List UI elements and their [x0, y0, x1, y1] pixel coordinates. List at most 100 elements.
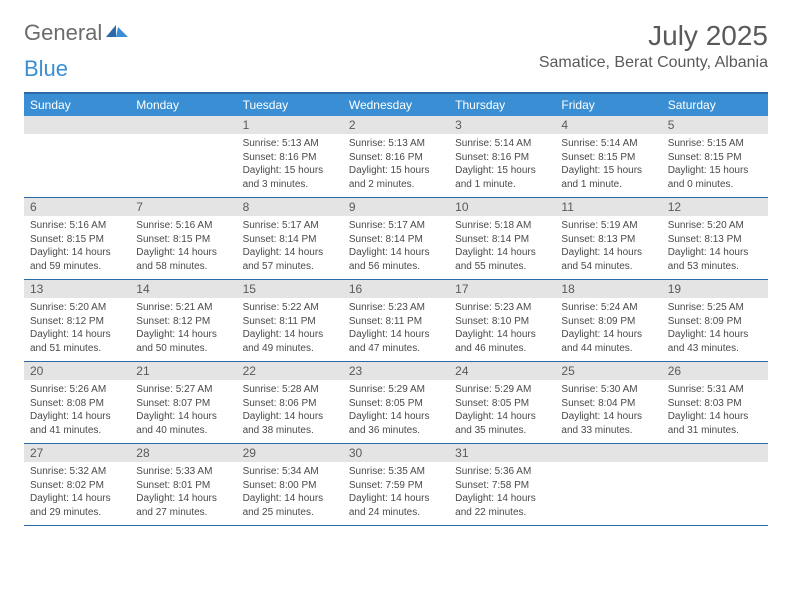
day-body: Sunrise: 5:22 AMSunset: 8:11 PMDaylight:… — [237, 298, 343, 361]
week-row: 6Sunrise: 5:16 AMSunset: 8:15 PMDaylight… — [24, 198, 768, 280]
day-cell: 23Sunrise: 5:29 AMSunset: 8:05 PMDayligh… — [343, 362, 449, 443]
sunrise-text: Sunrise: 5:14 AM — [455, 137, 549, 151]
sunset-text: Sunset: 8:14 PM — [349, 233, 443, 247]
sunrise-text: Sunrise: 5:28 AM — [243, 383, 337, 397]
day-body: Sunrise: 5:30 AMSunset: 8:04 PMDaylight:… — [555, 380, 661, 443]
day-cell: 28Sunrise: 5:33 AMSunset: 8:01 PMDayligh… — [130, 444, 236, 525]
day-body: Sunrise: 5:24 AMSunset: 8:09 PMDaylight:… — [555, 298, 661, 361]
sunset-text: Sunset: 8:08 PM — [30, 397, 124, 411]
day-number: 13 — [24, 280, 130, 298]
logo-text-general: General — [24, 20, 102, 46]
sunrise-text: Sunrise: 5:33 AM — [136, 465, 230, 479]
day-cell: 18Sunrise: 5:24 AMSunset: 8:09 PMDayligh… — [555, 280, 661, 361]
day-body: Sunrise: 5:20 AMSunset: 8:13 PMDaylight:… — [662, 216, 768, 279]
sunrise-text: Sunrise: 5:22 AM — [243, 301, 337, 315]
daylight-text: Daylight: 14 hours and 58 minutes. — [136, 246, 230, 273]
sunset-text: Sunset: 8:15 PM — [561, 151, 655, 165]
week-row: 13Sunrise: 5:20 AMSunset: 8:12 PMDayligh… — [24, 280, 768, 362]
day-number: 23 — [343, 362, 449, 380]
week-row: 1 Sunrise: 5:13 AM Sunset: 8:16 PM Daylight… — [24, 116, 768, 198]
sunset-text: Sunset: 8:16 PM — [349, 151, 443, 165]
sunrise-text: Sunrise: 5:31 AM — [668, 383, 762, 397]
daylight-text: Daylight: 14 hours and 35 minutes. — [455, 410, 549, 437]
day-number: 26 — [662, 362, 768, 380]
day-cell: 31Sunrise: 5:36 AMSunset: 7:58 PMDayligh… — [449, 444, 555, 525]
sunset-text: Sunset: 8:02 PM — [30, 479, 124, 493]
sunset-text: Sunset: 7:58 PM — [455, 479, 549, 493]
sunrise-text: Sunrise: 5:21 AM — [136, 301, 230, 315]
day-body: Sunrise: 5:31 AMSunset: 8:03 PMDaylight:… — [662, 380, 768, 443]
day-body: Sunrise: 5:23 AMSunset: 8:11 PMDaylight:… — [343, 298, 449, 361]
location: Samatice, Berat County, Albania — [539, 54, 768, 72]
sunrise-text: Sunrise: 5:34 AM — [243, 465, 337, 479]
sunrise-text: Sunrise: 5:16 AM — [136, 219, 230, 233]
weekday-tue: Tuesday — [237, 94, 343, 116]
daylight-text: Daylight: 14 hours and 31 minutes. — [668, 410, 762, 437]
day-number: 17 — [449, 280, 555, 298]
weekday-sat: Saturday — [662, 94, 768, 116]
day-body: Sunrise: 5:29 AMSunset: 8:05 PMDaylight:… — [343, 380, 449, 443]
day-number: 20 — [24, 362, 130, 380]
daylight-text: Daylight: 14 hours and 36 minutes. — [349, 410, 443, 437]
month-title: July 2025 — [539, 20, 768, 52]
day-body: Sunrise: 5:16 AMSunset: 8:15 PMDaylight:… — [130, 216, 236, 279]
day-cell: 15Sunrise: 5:22 AMSunset: 8:11 PMDayligh… — [237, 280, 343, 361]
sunset-text: Sunset: 8:11 PM — [349, 315, 443, 329]
day-number: 19 — [662, 280, 768, 298]
day-number: 1 — [237, 116, 343, 134]
sunrise-text: Sunrise: 5:18 AM — [455, 219, 549, 233]
daylight-text: Daylight: 14 hours and 25 minutes. — [243, 492, 337, 519]
day-cell: 22Sunrise: 5:28 AMSunset: 8:06 PMDayligh… — [237, 362, 343, 443]
day-body: Sunrise: 5:32 AMSunset: 8:02 PMDaylight:… — [24, 462, 130, 525]
daylight-text: Daylight: 15 hours and 3 minutes. — [243, 164, 337, 191]
day-number: 4 — [555, 116, 661, 134]
sunset-text: Sunset: 8:16 PM — [455, 151, 549, 165]
sunset-text: Sunset: 8:15 PM — [668, 151, 762, 165]
sunset-text: Sunset: 8:09 PM — [561, 315, 655, 329]
day-cell: 7Sunrise: 5:16 AMSunset: 8:15 PMDaylight… — [130, 198, 236, 279]
day-body: Sunrise: 5:33 AMSunset: 8:01 PMDaylight:… — [130, 462, 236, 525]
logo-text-blue: Blue — [24, 56, 68, 82]
daylight-text: Daylight: 14 hours and 29 minutes. — [30, 492, 124, 519]
day-number: 16 — [343, 280, 449, 298]
day-body: Sunrise: 5:16 AMSunset: 8:15 PMDaylight:… — [24, 216, 130, 279]
sunset-text: Sunset: 8:15 PM — [30, 233, 124, 247]
sunset-text: Sunset: 8:05 PM — [455, 397, 549, 411]
sunrise-text: Sunrise: 5:29 AM — [349, 383, 443, 397]
sunrise-text: Sunrise: 5:13 AM — [243, 137, 337, 151]
sunrise-text: Sunrise: 5:20 AM — [30, 301, 124, 315]
daylight-text: Daylight: 14 hours and 51 minutes. — [30, 328, 124, 355]
day-number: 24 — [449, 362, 555, 380]
day-body: Sunrise: 5:19 AMSunset: 8:13 PMDaylight:… — [555, 216, 661, 279]
day-body: Sunrise: 5:25 AMSunset: 8:09 PMDaylight:… — [662, 298, 768, 361]
daylight-text: Daylight: 14 hours and 53 minutes. — [668, 246, 762, 273]
day-cell: 25Sunrise: 5:30 AMSunset: 8:04 PMDayligh… — [555, 362, 661, 443]
day-body: Sunrise: 5:27 AMSunset: 8:07 PMDaylight:… — [130, 380, 236, 443]
daylight-text: Daylight: 14 hours and 49 minutes. — [243, 328, 337, 355]
week-row: 27Sunrise: 5:32 AMSunset: 8:02 PMDayligh… — [24, 444, 768, 526]
sunrise-text: Sunrise: 5:23 AM — [349, 301, 443, 315]
day-cell: 12Sunrise: 5:20 AMSunset: 8:13 PMDayligh… — [662, 198, 768, 279]
sunrise-text: Sunrise: 5:16 AM — [30, 219, 124, 233]
day-number: 22 — [237, 362, 343, 380]
daylight-text: Daylight: 14 hours and 27 minutes. — [136, 492, 230, 519]
sunrise-text: Sunrise: 5:17 AM — [349, 219, 443, 233]
daylight-text: Daylight: 14 hours and 44 minutes. — [561, 328, 655, 355]
day-cell: 16Sunrise: 5:23 AMSunset: 8:11 PMDayligh… — [343, 280, 449, 361]
sunrise-text: Sunrise: 5:17 AM — [243, 219, 337, 233]
day-body: Sunrise: 5:28 AMSunset: 8:06 PMDaylight:… — [237, 380, 343, 443]
day-number: 14 — [130, 280, 236, 298]
day-number — [24, 116, 130, 134]
day-cell: 24Sunrise: 5:29 AMSunset: 8:05 PMDayligh… — [449, 362, 555, 443]
sunrise-text: Sunrise: 5:19 AM — [561, 219, 655, 233]
sunset-text: Sunset: 8:12 PM — [30, 315, 124, 329]
sunrise-text: Sunrise: 5:27 AM — [136, 383, 230, 397]
day-cell: 20Sunrise: 5:26 AMSunset: 8:08 PMDayligh… — [24, 362, 130, 443]
day-body: Sunrise: 5:29 AMSunset: 8:05 PMDaylight:… — [449, 380, 555, 443]
day-number: 2 — [343, 116, 449, 134]
daylight-text: Daylight: 15 hours and 1 minute. — [561, 164, 655, 191]
sunrise-text: Sunrise: 5:14 AM — [561, 137, 655, 151]
day-cell: 11Sunrise: 5:19 AMSunset: 8:13 PMDayligh… — [555, 198, 661, 279]
sunset-text: Sunset: 8:00 PM — [243, 479, 337, 493]
calendar: Sunday Monday Tuesday Wednesday Thursday… — [24, 92, 768, 526]
